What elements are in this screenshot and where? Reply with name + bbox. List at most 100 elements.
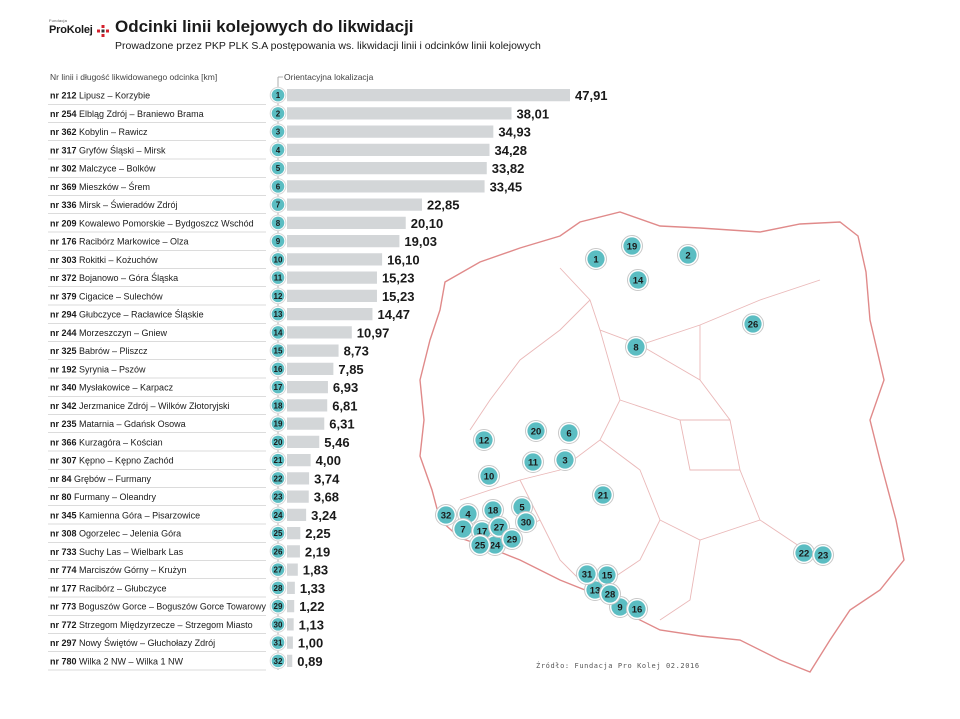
map-marker: 23 [812, 544, 834, 566]
map-marker-number: 13 [590, 586, 601, 597]
row-label: nr 308 Ogorzelec – Jelenia Góra [50, 529, 181, 539]
row-marker-number: 28 [274, 584, 283, 593]
bar-value-label: 2,25 [305, 526, 330, 541]
row-label: nr 235 Matarnia – Gdańsk Osowa [50, 419, 186, 429]
bar-value-label: 6,31 [329, 417, 354, 432]
map-marker-number: 27 [494, 523, 505, 534]
row-marker-number: 32 [274, 657, 283, 666]
row-marker [271, 399, 285, 412]
column-header-lines: Nr linii i długość likwidowanego odcinka… [50, 72, 218, 82]
bars-layer: nr 212 Lipusz – Korzybie 47,91 1 nr 254 Elb… [48, 76, 608, 671]
row-label: nr 254 Elbląg Zdrój – Braniewo Brama [50, 109, 204, 119]
map-marker-dot [679, 246, 697, 264]
bar-value-label: 2,19 [305, 544, 330, 559]
row-label: nr 192 Syrynia – Pszów [50, 364, 146, 374]
row-marker [271, 599, 285, 613]
row-marker-number: 16 [274, 365, 283, 374]
row-marker [271, 344, 285, 357]
map-marker-dot [560, 424, 578, 442]
row-line-name: Marciszów Górny – Krużyn [79, 565, 187, 575]
row-line-number: nr 192 [50, 364, 79, 374]
map-marker-number: 25 [475, 541, 486, 552]
row-marker-number: 13 [274, 310, 283, 319]
row-marker [271, 271, 285, 284]
row-line-name: Morzeszczyn – Gniew [79, 328, 168, 338]
row-label: nr 336 Mirsk – Świeradów Zdrój [50, 199, 178, 210]
row-marker-number: 11 [274, 274, 283, 283]
row-line-number: nr 209 [50, 218, 79, 228]
map-marker-number: 19 [627, 242, 638, 253]
row-marker-number: 23 [274, 493, 283, 502]
bar [287, 344, 339, 357]
map-marker-dot [814, 546, 832, 564]
bar-value-label: 1,00 [298, 636, 323, 651]
bar [287, 162, 487, 175]
map-marker-number: 8 [633, 343, 638, 354]
bar [287, 654, 293, 667]
map-marker-dot [480, 467, 498, 485]
bar [287, 636, 293, 649]
map-marker: 16 [626, 598, 648, 620]
row-line-number: nr 177 [50, 583, 79, 593]
row-line-number: nr 369 [50, 182, 79, 192]
row-marker [271, 472, 285, 485]
map-marker: 29 [501, 528, 523, 550]
row-marker [271, 143, 285, 157]
row-label: nr 379 Cigacice – Sulechów [50, 291, 163, 301]
map-marker-dot [578, 565, 596, 583]
row-marker [271, 508, 285, 522]
row-marker [271, 581, 285, 595]
row-line-number: nr 362 [50, 127, 79, 137]
row-marker-number: 17 [274, 383, 283, 392]
map-marker-dot [490, 518, 508, 536]
row-marker [271, 490, 285, 503]
row-line-name: Strzegom Międzyrzecze – Strzegom Miasto [79, 620, 253, 630]
bar-value-label: 38,01 [517, 106, 550, 121]
row-marker-number: 12 [274, 292, 283, 301]
map-marker-number: 5 [519, 503, 525, 514]
row-marker [271, 453, 285, 467]
map-marker-number: 9 [617, 603, 622, 614]
map-marker-number: 30 [521, 518, 532, 529]
map-marker-dot [629, 271, 647, 289]
row-line-name: Jerzmanice Zdrój – Wilków Złotoryjski [79, 401, 230, 411]
map-marker-number: 32 [441, 511, 452, 522]
row-label: nr 369 Mieszków – Śrem [50, 181, 150, 192]
bar-value-label: 14,47 [377, 307, 410, 322]
map-marker-number: 31 [582, 570, 593, 581]
row-marker [271, 618, 285, 631]
row-marker [271, 88, 285, 102]
row-line-name: Elbląg Zdrój – Braniewo Brama [79, 109, 204, 119]
map-marker-number: 3 [562, 456, 567, 467]
row-line-number: nr 84 [50, 474, 74, 484]
row-marker-number: 7 [276, 201, 281, 210]
map-marker: 32 [435, 504, 457, 526]
row-line-number: nr 780 [50, 656, 79, 666]
row-line-name: Kępno – Kępno Zachód [79, 456, 174, 466]
map-marker-dot [527, 422, 545, 440]
bar-value-label: 1,22 [299, 599, 324, 614]
row-marker-number: 31 [274, 639, 283, 648]
row-line-name: Furmany – Oleandry [74, 492, 157, 502]
bar [287, 326, 352, 339]
bar [287, 490, 309, 503]
row-marker-number: 18 [274, 401, 283, 410]
row-line-number: nr 733 [50, 547, 79, 557]
bar [287, 271, 377, 284]
row-line-number: nr 303 [50, 255, 79, 265]
row-line-number: nr 774 [50, 565, 79, 575]
map-marker-number: 23 [818, 551, 829, 562]
row-line-number: nr 342 [50, 401, 79, 411]
row-marker-number: 10 [274, 255, 283, 264]
row-label: nr 302 Malczyce – Bolków [50, 164, 156, 174]
bar [287, 399, 328, 412]
map-marker: 20 [525, 420, 547, 442]
row-label: nr 366 Kurzagóra – Kościan [50, 437, 163, 447]
map-marker: 21 [592, 484, 614, 506]
map-marker: 19 [621, 235, 643, 257]
row-label: nr 294 Głubczyce – Racławice Śląskie [50, 309, 204, 320]
row-line-name: Kobylin – Rawicz [79, 127, 148, 137]
column-header-location: Orientacyjna lokalizacja [284, 72, 374, 82]
